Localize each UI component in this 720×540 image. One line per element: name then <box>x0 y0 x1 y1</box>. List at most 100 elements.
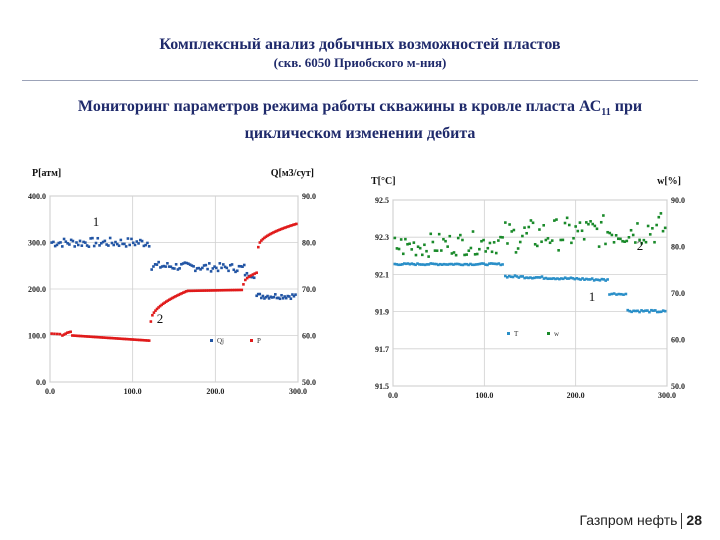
data-point-w <box>499 235 502 239</box>
data-point-t <box>596 278 600 282</box>
data-point-p <box>123 337 126 341</box>
data-point-w <box>406 242 409 246</box>
data-point-qj <box>169 265 173 269</box>
data-point-w <box>440 249 443 252</box>
data-point-qj <box>131 241 135 245</box>
data-point-t <box>491 262 495 265</box>
data-point-w <box>506 242 509 245</box>
data-point-p <box>136 338 140 342</box>
data-point-t <box>573 277 577 281</box>
data-point-t <box>399 263 402 267</box>
data-point-qj <box>294 293 297 296</box>
data-point-w <box>570 241 573 245</box>
data-point-qj <box>278 297 282 301</box>
data-point-p <box>177 293 180 297</box>
slide-subtitle: (скв. 6050 Приобского м-ния) <box>273 55 447 70</box>
data-point-t <box>642 309 645 313</box>
legend-label: P <box>257 337 261 345</box>
data-point-qj <box>78 239 82 243</box>
data-point-p <box>80 334 84 338</box>
data-point-p <box>255 271 258 275</box>
data-point-w <box>416 245 420 249</box>
data-point-p <box>238 288 242 292</box>
heading-line1: Мониторинг параметров режима работы сква… <box>77 98 602 115</box>
data-point-w <box>557 249 560 252</box>
data-point-t <box>454 262 457 266</box>
data-point-w <box>621 239 624 243</box>
data-point-p <box>225 288 229 292</box>
data-point-w <box>555 218 558 221</box>
legend-marker <box>210 339 213 342</box>
y-right-tick-label: 80.0 <box>302 239 316 248</box>
data-point-p <box>93 335 97 339</box>
data-point-p <box>223 288 227 292</box>
data-point-t <box>448 262 451 266</box>
data-point-qj <box>181 262 185 265</box>
data-point-qj <box>89 237 92 240</box>
data-point-p <box>168 298 171 302</box>
data-point-t <box>598 279 602 282</box>
data-point-t <box>534 276 538 279</box>
data-point-t <box>654 309 657 312</box>
data-point-p <box>276 229 280 232</box>
data-point-qj <box>135 240 139 243</box>
data-point-t <box>511 275 515 279</box>
data-point-t <box>393 262 397 266</box>
data-point-w <box>623 240 626 243</box>
data-point-qj <box>260 296 263 300</box>
data-point-p <box>185 290 188 293</box>
x-tick-label: 200.0 <box>567 391 585 400</box>
data-point-qj <box>211 267 215 270</box>
data-point-w <box>578 221 582 224</box>
data-point-qj <box>208 262 211 265</box>
data-point-t <box>550 277 553 281</box>
legend-label: w <box>554 330 560 338</box>
data-point-p <box>207 289 210 292</box>
data-point-w <box>606 230 609 234</box>
data-point-p <box>196 289 199 292</box>
data-point-p <box>295 222 298 226</box>
company-name: Газпром нефть <box>579 512 678 528</box>
data-point-qj <box>283 295 286 298</box>
data-point-p <box>124 337 128 341</box>
data-point-t <box>548 277 552 280</box>
data-point-w <box>516 247 520 250</box>
data-point-w <box>565 216 569 220</box>
data-point-t <box>567 277 571 280</box>
data-point-t <box>622 293 625 296</box>
data-point-w <box>595 227 599 231</box>
data-point-w <box>518 240 522 244</box>
data-point-p <box>234 288 238 292</box>
data-point-w <box>397 247 401 251</box>
data-point-p <box>244 278 247 282</box>
data-point-qj <box>60 245 64 248</box>
data-point-qj <box>124 245 128 248</box>
data-point-t <box>626 308 630 312</box>
data-point-w <box>651 227 654 230</box>
data-point-w <box>478 247 481 251</box>
heading-subscript: 11 <box>601 107 611 119</box>
data-point-w <box>480 239 483 243</box>
data-point-qj <box>108 236 112 240</box>
data-point-p <box>203 289 207 292</box>
data-point-w <box>467 249 471 252</box>
data-point-t <box>446 263 450 266</box>
data-point-t <box>644 309 647 312</box>
data-point-p <box>84 335 87 338</box>
data-point-w <box>653 240 656 244</box>
data-point-w <box>469 246 473 250</box>
data-point-p <box>134 338 138 342</box>
x-tick-label: 100.0 <box>475 391 493 400</box>
data-point-p <box>205 289 208 292</box>
data-point-w <box>655 223 658 227</box>
data-point-p <box>95 335 99 339</box>
data-point-qj <box>218 262 222 265</box>
data-point-w <box>461 238 464 242</box>
data-point-w <box>597 245 601 248</box>
data-point-w <box>574 225 577 228</box>
data-point-p <box>160 303 163 307</box>
data-point-p <box>263 236 266 240</box>
data-point-w <box>631 233 635 237</box>
data-point-p <box>278 228 281 232</box>
data-point-qj <box>245 271 249 275</box>
